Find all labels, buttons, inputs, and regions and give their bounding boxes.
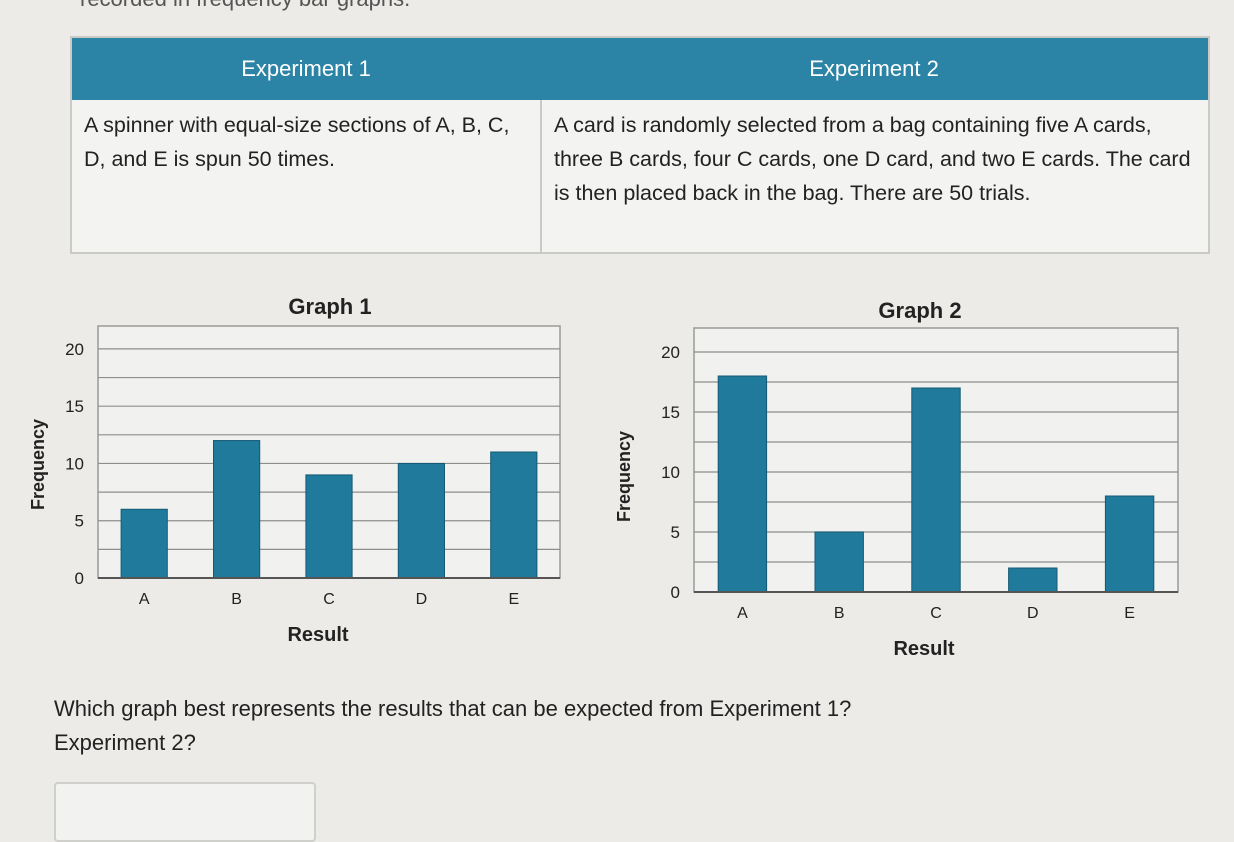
graph-1-bar-A [120, 508, 168, 579]
graph-2-x-tick-label: C [930, 605, 942, 622]
graph-1-plot: 0 5 10 15 20 A B C D E [65, 325, 561, 608]
table-cell-experiment-1: A spinner with equal-size sections of A,… [84, 113, 510, 171]
graph-1-x-tick-label: E [508, 591, 519, 608]
graph-2-y-tick-label: 0 [671, 583, 680, 602]
graph-1-y-tick-label: 15 [65, 397, 84, 416]
graph-1-x-axis-title: Result [287, 624, 349, 646]
answer-input[interactable] [54, 782, 316, 842]
graph-1-y-tick-label: 10 [65, 454, 84, 473]
graph-2-bar-D [1008, 567, 1058, 593]
graph-2-bar-B [814, 531, 864, 593]
graph-2-y-tick-label: 15 [661, 403, 680, 422]
graph-1-y-tick-label: 5 [75, 512, 84, 531]
graph-1-title: Graph 1 [288, 294, 372, 319]
table-header-experiment-2: Experiment 2 [809, 56, 939, 81]
graph-1-x-tick-label: D [416, 591, 428, 608]
experiment-table: Experiment 1 Experiment 2 A spinner with… [70, 36, 1210, 254]
table-header-row: Experiment 1 Experiment 2 [72, 38, 1208, 100]
table-body-row: A spinner with equal-size sections of A,… [72, 100, 1208, 252]
graph-2-x-axis-title: Result [893, 638, 955, 660]
graph-2-bar-A [717, 375, 768, 593]
question-text: Which graph best represents the results … [54, 692, 1154, 760]
graph-1-bar-E [490, 451, 538, 579]
graph-1-bar-B [213, 440, 261, 579]
graph-2-y-tick-label: 20 [661, 343, 680, 362]
graph-2-bar-E [1104, 495, 1155, 593]
table-header-experiment-1: Experiment 1 [241, 56, 371, 81]
graph-2-plot: 0 5 10 15 20 A B C D E [661, 327, 1179, 622]
table-cell-experiment-2: A card is randomly selected from a bag c… [540, 100, 1208, 252]
graph-2-y-axis-title: Frequency [614, 430, 634, 522]
graph-1-bar-C [305, 474, 353, 579]
header-fragment: recorded in frequency bar graphs. [80, 0, 410, 12]
graph-2-x-tick-label: B [834, 605, 845, 622]
graph-1-x-tick-label: A [139, 591, 150, 608]
graph-1-bar-D [397, 462, 445, 579]
graph-1-x-tick-label: B [231, 591, 242, 608]
question-line-2: Experiment 2? [54, 730, 196, 755]
question-line-1: Which graph best represents the results … [54, 696, 852, 721]
graph-2-x-tick-label: D [1027, 605, 1039, 622]
graph-2-y-tick-label: 5 [671, 523, 680, 542]
graph-2-x-tick-label: A [737, 605, 748, 622]
graph-1-y-tick-label: 20 [65, 340, 84, 359]
graph-2-title: Graph 2 [878, 298, 962, 323]
graph-2-x-tick-label: E [1124, 605, 1135, 622]
graph-2-y-tick-label: 10 [661, 463, 680, 482]
graph-1-y-tick-label: 0 [75, 569, 84, 588]
graph-1-x-tick-label: C [323, 591, 335, 608]
graph-2-bar-C [911, 387, 961, 593]
